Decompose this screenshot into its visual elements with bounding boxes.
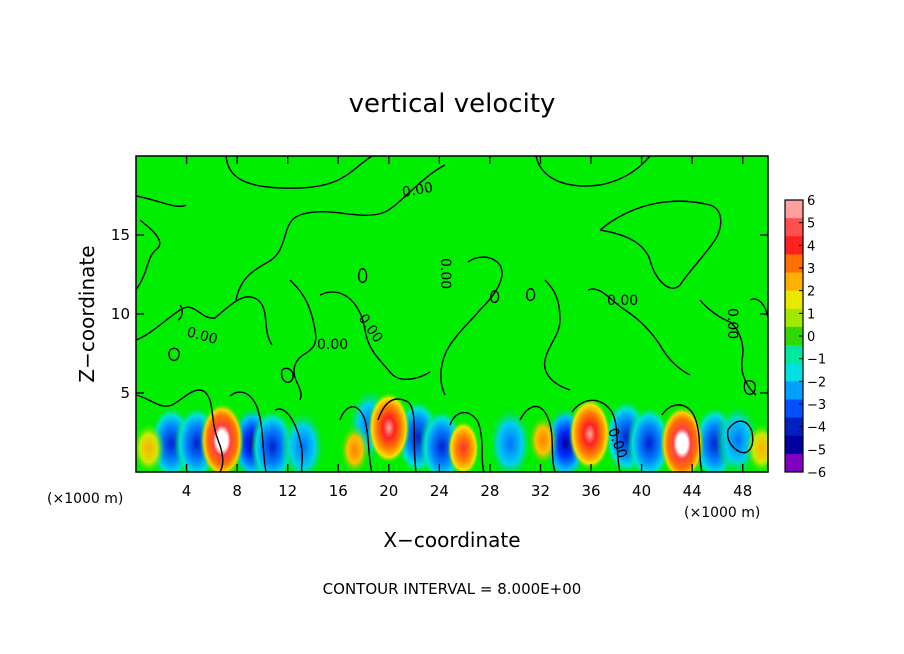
x-tick-label: 40 <box>632 482 651 500</box>
y-axis-label: Z−coordinate <box>75 245 99 382</box>
colorbar-tick-label: 1 <box>807 307 815 322</box>
x-axis-label: X−coordinate <box>383 528 520 552</box>
colorbar-tick-label: 0 <box>807 330 815 345</box>
x-tick-label: 8 <box>232 482 242 500</box>
downdraft-core <box>627 405 672 472</box>
zero-contours <box>136 156 768 472</box>
x-tick-label: 32 <box>531 482 550 500</box>
x-tick-label: 48 <box>733 482 752 500</box>
x-unit-label-left: (×1000 m) <box>47 491 123 507</box>
contour-label-zero: 0.00 <box>607 293 638 309</box>
y-tick-label: 10 <box>111 305 130 323</box>
colorbar-tick-label: −3 <box>807 398 826 413</box>
contour-label-zero: 0.00 <box>185 324 219 348</box>
updraft-core <box>367 391 410 464</box>
colorbar-tick-label: −4 <box>807 421 826 436</box>
colorbar: 6 5 4 3 2 1 0 −1 −2 −3 −4 −5 −6 <box>784 194 826 481</box>
chart-title: vertical velocity <box>349 89 556 119</box>
x-tick-label: 24 <box>430 482 449 500</box>
y-tick-label: 5 <box>120 384 130 402</box>
colorbar-tick-label: 3 <box>807 262 815 277</box>
colorbar-tick-label: 5 <box>807 217 815 232</box>
colorbar-swatch <box>785 290 803 310</box>
colorbar-tick-label: 4 <box>807 239 815 254</box>
contour-label-zero: 0.00 <box>401 180 434 201</box>
colorbar-swatch <box>785 363 803 382</box>
colorbar-swatch <box>785 417 803 437</box>
updraft-core <box>199 402 244 472</box>
x-tick-label: 28 <box>480 482 499 500</box>
colorbar-swatch <box>785 218 803 237</box>
updraft-core <box>745 422 768 472</box>
colorbar-swatch <box>785 254 803 274</box>
colorbar-tick-label: −2 <box>807 375 826 390</box>
updraft-core <box>136 422 165 472</box>
updraft-core <box>568 398 611 471</box>
x-unit-label-right: (×1000 m) <box>684 505 760 521</box>
colorbar-swatch <box>785 236 803 255</box>
y-tick-label: 15 <box>111 226 130 244</box>
x-tick-label: 16 <box>329 482 348 500</box>
downdraft-core <box>488 405 533 472</box>
colorbar-tick-label: −1 <box>807 353 826 368</box>
downdraft-core <box>280 408 325 472</box>
velocity-field: 0.00 0.00 0.00 0.00 0.00 0.00 0.00 0.00 <box>136 156 768 472</box>
colorbar-tick-label: 2 <box>807 285 815 300</box>
contour-label-zero: 0.00 <box>317 337 348 353</box>
colorbar-tick-label: 6 <box>807 194 815 209</box>
x-tick-label: 4 <box>182 482 192 500</box>
contour-label-zero: 0.00 <box>437 258 453 289</box>
updraft-core <box>339 423 370 472</box>
x-tick-label: 36 <box>581 482 600 500</box>
colorbar-swatch <box>785 200 803 219</box>
colorbar-tick-label: −5 <box>807 443 826 458</box>
colorbar-swatch <box>785 399 803 419</box>
colorbar-swatch <box>785 435 803 455</box>
colorbar-swatch <box>785 453 803 473</box>
colorbar-swatch <box>785 272 803 292</box>
colorbar-swatch <box>785 308 803 328</box>
x-tick-label: 44 <box>683 482 702 500</box>
colorbar-tick-label: −6 <box>807 466 826 481</box>
colorbar-swatch <box>785 381 803 400</box>
x-tick-label: 20 <box>379 482 398 500</box>
colorbar-swatch <box>785 345 803 364</box>
contour-label-zero: 0.00 <box>724 308 740 339</box>
colorbar-swatch <box>785 326 803 346</box>
x-tick-label: 12 <box>278 482 297 500</box>
contour-interval-footer: CONTOUR INTERVAL = 8.000E+00 <box>323 580 582 598</box>
updraft-core <box>447 420 480 472</box>
updraft-core <box>660 405 705 472</box>
